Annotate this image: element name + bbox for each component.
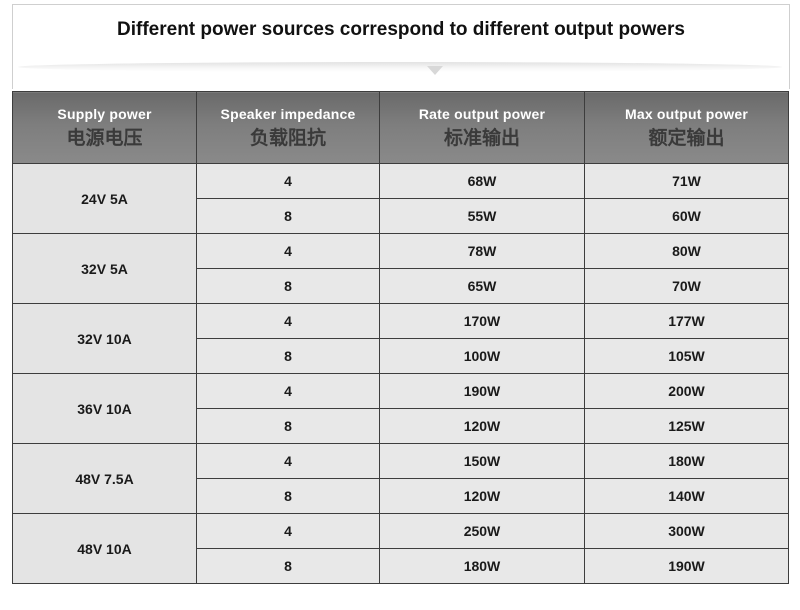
table-row: 32V 5A 4 78W 80W: [12, 233, 789, 304]
title-shadow-decoration: [18, 62, 782, 72]
max-output-cell: 177W: [584, 303, 789, 339]
supply-power-cell: 48V 7.5A: [12, 443, 197, 514]
rate-output-cell: 170W: [379, 303, 585, 339]
table-row: 32V 10A 4 170W 177W: [12, 303, 789, 374]
rate-output-cell: 250W: [379, 513, 585, 549]
rate-output-cell: 100W: [379, 338, 585, 374]
header-supply-power: Supply power 电源电压: [12, 91, 197, 164]
supply-power-cell: 24V 5A: [12, 163, 197, 234]
header-row: Supply power 电源电压 Speaker impedance 负载阻抗…: [12, 91, 789, 164]
table-row: 8 120W 125W: [13, 408, 789, 444]
max-output-cell: 125W: [584, 408, 789, 444]
rate-output-cell: 68W: [379, 163, 585, 199]
rate-output-cell: 190W: [379, 373, 585, 409]
table-row: 8 100W 105W: [13, 338, 789, 374]
rate-output-cell: 120W: [379, 408, 585, 444]
header-label-zh: 电源电压: [66, 126, 143, 149]
impedance-cell: 8: [196, 338, 380, 374]
title-banner: Different power sources correspond to di…: [12, 4, 790, 89]
impedance-cell: 8: [196, 198, 380, 234]
rate-output-cell: 55W: [379, 198, 585, 234]
header-max-output-power: Max output power 额定输出: [584, 91, 789, 164]
title-pointer-notch: [427, 66, 443, 75]
impedance-cell: 8: [196, 548, 380, 584]
supply-power-cell: 32V 10A: [12, 303, 197, 374]
header-label-en: Rate output power: [418, 105, 546, 122]
header-label-en: Speaker impedance: [220, 105, 356, 122]
header-label-zh: 额定输出: [648, 126, 725, 149]
supply-power-cell: 32V 5A: [12, 233, 197, 304]
max-output-cell: 60W: [584, 198, 789, 234]
page-title: Different power sources correspond to di…: [117, 19, 685, 40]
table-row: 48V 10A 4 250W 300W: [12, 513, 789, 584]
header-label-zh: 负载阻抗: [249, 126, 326, 149]
impedance-cell: 8: [196, 268, 380, 304]
max-output-cell: 80W: [584, 233, 789, 269]
impedance-cell: 4: [196, 373, 380, 409]
impedance-cell: 4: [196, 233, 380, 269]
table-row: 8 180W 190W: [13, 548, 789, 584]
table-row: 36V 10A 4 190W 200W: [12, 373, 789, 444]
rate-output-cell: 180W: [379, 548, 585, 584]
supply-power-cell: 48V 10A: [12, 513, 197, 584]
max-output-cell: 300W: [584, 513, 789, 549]
table-row: 48V 7.5A 4 150W 180W: [12, 443, 789, 514]
impedance-cell: 4: [196, 163, 380, 199]
rate-output-cell: 78W: [379, 233, 585, 269]
header-label-zh: 标准输出: [443, 126, 520, 149]
impedance-cell: 4: [196, 303, 380, 339]
impedance-cell: 4: [196, 513, 380, 549]
max-output-cell: 200W: [584, 373, 789, 409]
max-output-cell: 105W: [584, 338, 789, 374]
impedance-cell: 4: [196, 443, 380, 479]
header-speaker-impedance: Speaker impedance 负载阻抗: [196, 91, 380, 164]
max-output-cell: 70W: [584, 268, 789, 304]
max-output-cell: 71W: [584, 163, 789, 199]
header-label-en: Max output power: [625, 105, 748, 122]
header-label-en: Supply power: [57, 105, 152, 122]
impedance-cell: 8: [196, 408, 380, 444]
table-row: 8 65W 70W: [13, 268, 789, 304]
table-body: 24V 5A 4 68W 71W 8 55W 60W 32V 5A 4 78W …: [12, 163, 789, 584]
rate-output-cell: 120W: [379, 478, 585, 514]
power-spec-table: Supply power 电源电压 Speaker impedance 负载阻抗…: [12, 91, 789, 584]
header-rate-output-power: Rate output power 标准输出: [379, 91, 585, 164]
supply-power-cell: 36V 10A: [12, 373, 197, 444]
max-output-cell: 190W: [584, 548, 789, 584]
rate-output-cell: 65W: [379, 268, 585, 304]
rate-output-cell: 150W: [379, 443, 585, 479]
impedance-cell: 8: [196, 478, 380, 514]
table-header: Supply power 电源电压 Speaker impedance 负载阻抗…: [12, 91, 789, 164]
max-output-cell: 180W: [584, 443, 789, 479]
max-output-cell: 140W: [584, 478, 789, 514]
table-row: 8 55W 60W: [13, 198, 789, 234]
table-row: 24V 5A 4 68W 71W: [12, 163, 789, 234]
